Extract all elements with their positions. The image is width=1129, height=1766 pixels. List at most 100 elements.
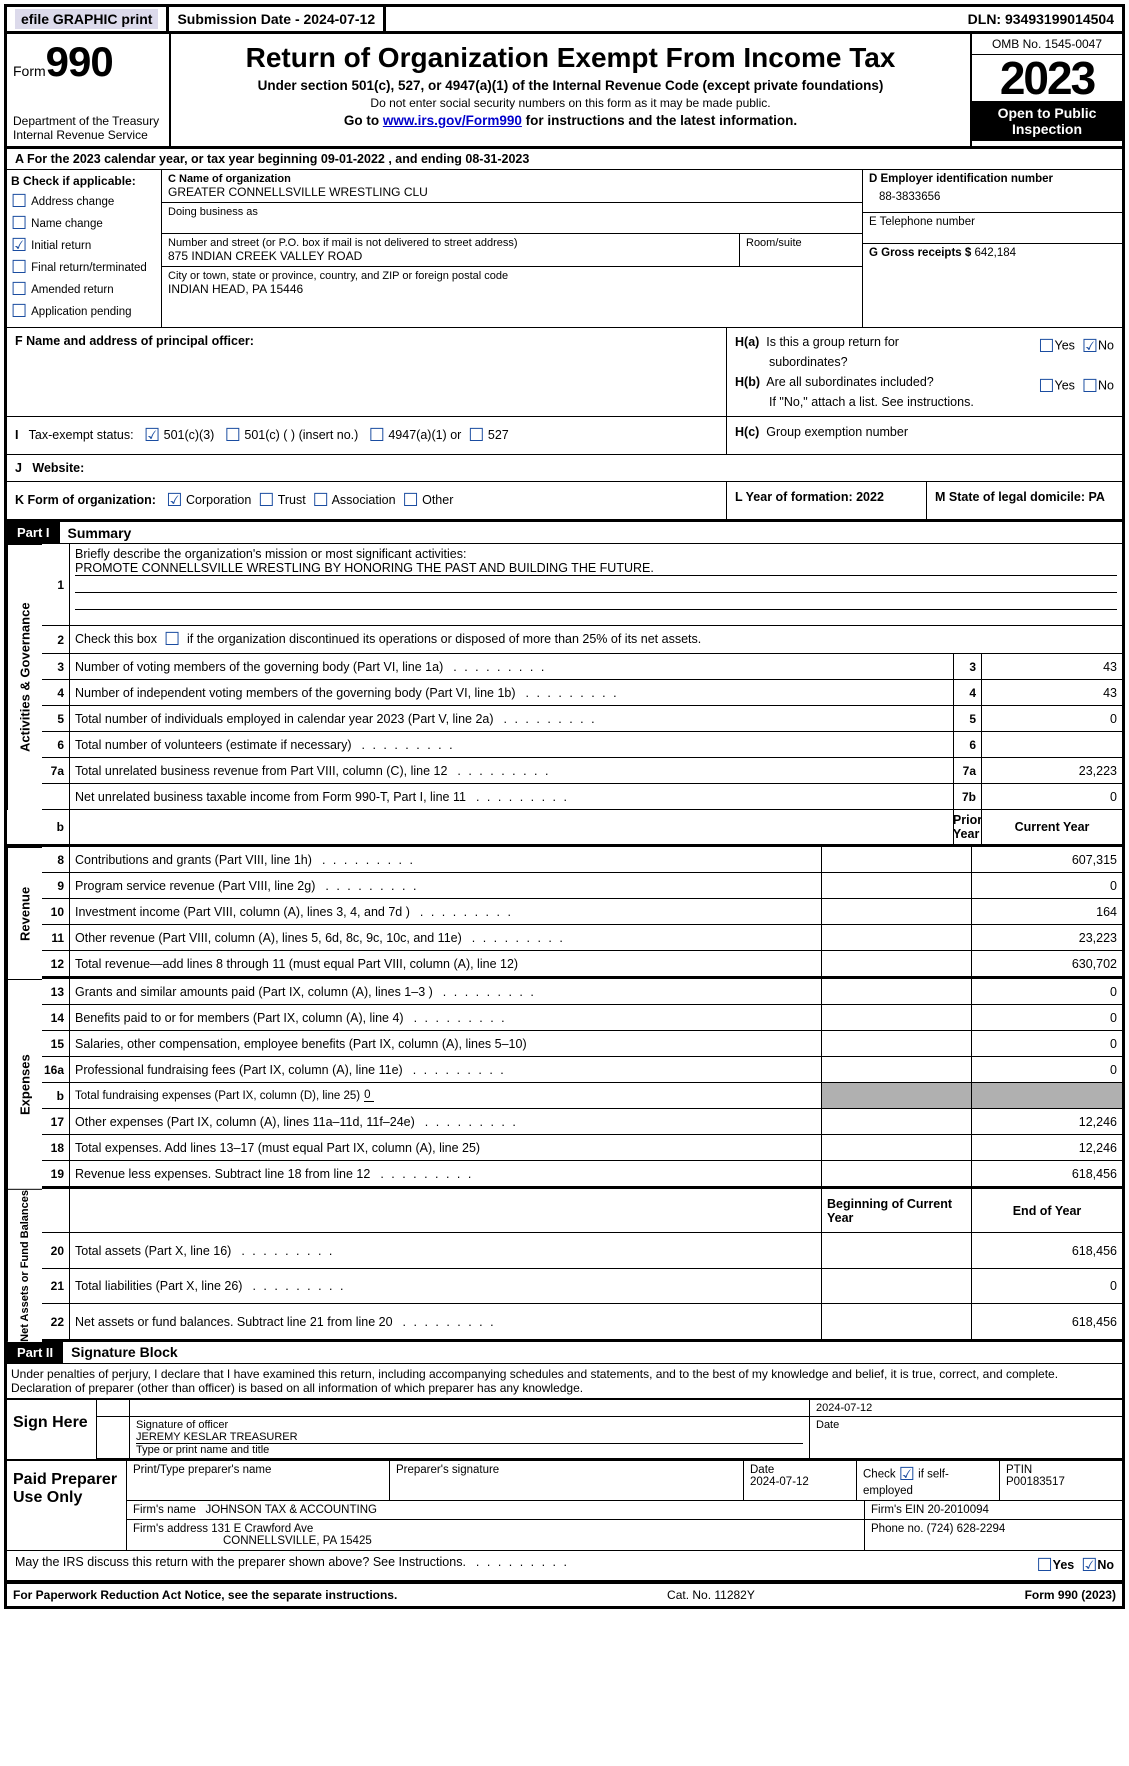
line-5-val: 0 (982, 706, 1122, 732)
c-dba-label: Doing business as (168, 206, 856, 218)
line-4-val: 43 (982, 680, 1122, 706)
line-10-cur: 164 (972, 899, 1122, 925)
line-3-num: 3 (954, 654, 982, 680)
ptin-label: PTIN (1006, 1464, 1032, 1476)
firm-ein-label: Firm's EIN (871, 1504, 928, 1516)
g-gross-label: G Gross receipts $ (869, 247, 971, 259)
part1-header: Part I (7, 522, 60, 543)
line-4-text: Number of independent voting members of … (70, 680, 954, 706)
line-12-cur: 630,702 (972, 951, 1122, 979)
mission-statement: PROMOTE CONNELLSVILLE WRESTLING BY HONOR… (75, 561, 1117, 576)
org-name: GREATER CONNELLSVILLE WRESTLING CLU (168, 185, 856, 199)
line-4-num: 4 (954, 680, 982, 706)
line-3-val: 43 (982, 654, 1122, 680)
tax-year: 2023 (972, 55, 1122, 101)
line-16a-cur: 0 (972, 1057, 1122, 1083)
dln: DLN: 93493199014504 (960, 7, 1122, 31)
type-name-label: Type or print name and title (136, 1444, 803, 1456)
line-13-cur: 0 (972, 979, 1122, 1005)
irs-label: Internal Revenue Service (13, 128, 163, 142)
b-amended: Amended return (31, 284, 113, 296)
line-7b-val: 0 (982, 784, 1122, 810)
irs-form990-link[interactable]: www.irs.gov/Form990 (383, 113, 522, 128)
line-15-text: Salaries, other compensation, employee b… (70, 1031, 822, 1057)
part2-title: Signature Block (63, 1342, 186, 1362)
line-6-text: Total number of volunteers (estimate if … (70, 732, 954, 758)
line-7a-num: 7a (954, 758, 982, 784)
firm-phone: (724) 628-2294 (927, 1523, 1006, 1535)
b-final-return: Final return/terminated (31, 262, 147, 274)
prep-date: 2024-07-12 (750, 1476, 809, 1488)
sig-officer-label: Signature of officer (136, 1419, 803, 1431)
i-501c3: 501(c)(3) (164, 428, 215, 442)
firm-addr2: CONNELLSVILLE, PA 15425 (133, 1535, 372, 1547)
form-header: Form990 Department of the Treasury Inter… (7, 34, 1122, 149)
perjury-declaration: Under penalties of perjury, I declare th… (7, 1364, 1122, 1400)
line-11-cur: 23,223 (972, 925, 1122, 951)
form-title: Return of Organization Exempt From Incom… (175, 42, 966, 74)
line-a-tax-year: A For the 2023 calendar year, or tax yea… (7, 149, 1122, 170)
line-22-cur: 618,456 (972, 1304, 1122, 1341)
firm-addr-label: Firm's address (133, 1523, 211, 1535)
line-18-text: Total expenses. Add lines 13–17 (must eq… (70, 1135, 822, 1161)
firm-phone-label: Phone no. (871, 1523, 927, 1535)
org-street: 875 INDIAN CREEK VALLEY ROAD (168, 249, 733, 263)
hdr-prior-year: Prior Year (954, 810, 982, 847)
line-19-text: Revenue less expenses. Subtract line 18 … (70, 1161, 822, 1189)
line-22-text: Net assets or fund balances. Subtract li… (70, 1304, 822, 1341)
gross-receipts: 642,184 (974, 247, 1016, 259)
line-12-text: Total revenue—add lines 8 through 11 (mu… (70, 951, 822, 979)
line-16b-text: Total fundraising expenses (Part IX, col… (70, 1083, 822, 1109)
footer-form: Form 990 (2023) (1025, 1588, 1116, 1602)
line-20-text: Total assets (Part X, line 16) (70, 1233, 822, 1268)
f-label: F Name and address of principal officer: (15, 334, 254, 348)
line-3-text: Number of voting members of the governin… (70, 654, 954, 680)
hdr-current-year: Current Year (982, 810, 1122, 847)
efile-print-btn[interactable]: efile GRAPHIC print (15, 9, 158, 29)
footer-catno: Cat. No. 11282Y (667, 1588, 755, 1602)
sidelabel-activities: Activities & Governance (7, 544, 42, 810)
line-7b-num: 7b (954, 784, 982, 810)
k-assoc: Association (332, 493, 396, 507)
submission-date: Submission Date - 2024-07-12 (169, 7, 386, 31)
section-h: H(a) Is this a group return for ☐Yes ☑No… (727, 328, 1122, 416)
line-7a-val: 23,223 (982, 758, 1122, 784)
firm-ein: 20-2010094 (928, 1504, 989, 1516)
part2-header: Part II (7, 1342, 63, 1363)
h-c-label: H(c) Group exemption number (727, 417, 1122, 454)
section-d: D Employer identification number 88-3833… (862, 170, 1122, 327)
line-7b-text: Net unrelated business taxable income fr… (70, 784, 954, 810)
line-17-text: Other expenses (Part IX, column (A), lin… (70, 1109, 822, 1135)
goto-pre: Go to (344, 113, 383, 128)
b-addr-change: Address change (31, 196, 114, 208)
line-7a-text: Total unrelated business revenue from Pa… (70, 758, 954, 784)
q1-text: Briefly describe the organization's miss… (75, 547, 1117, 561)
prep-name-label: Print/Type preparer's name (127, 1461, 390, 1500)
org-dba (168, 218, 856, 230)
m-state-domicile: M State of legal domicile: PA (935, 490, 1105, 504)
open-inspection: Open to Public Inspection (972, 101, 1122, 141)
line-11-text: Other revenue (Part VIII, column (A), li… (70, 925, 822, 951)
sidelabel-expenses: Expenses (7, 979, 42, 1189)
line-17-cur: 12,246 (972, 1109, 1122, 1135)
line-10-text: Investment income (Part VIII, column (A)… (70, 899, 822, 925)
b-label: B Check if applicable: (11, 174, 157, 188)
k-label: K Form of organization: (15, 493, 156, 507)
k-trust: Trust (278, 493, 306, 507)
line-14-cur: 0 (972, 1005, 1122, 1031)
form-label: Form (13, 63, 46, 79)
firm-name-label: Firm's name (133, 1504, 199, 1516)
line-6-num: 6 (954, 732, 982, 758)
prep-date-label: Date (750, 1464, 774, 1476)
firm-addr1: 131 E Crawford Ave (211, 1523, 313, 1535)
c-name-label: C Name of organization (168, 173, 291, 185)
check-self-employed: Check ☑ if self-employed (857, 1461, 1000, 1500)
line-13-text: Grants and similar amounts paid (Part IX… (70, 979, 822, 1005)
discuss-irs-text: May the IRS discuss this return with the… (15, 1555, 1037, 1576)
firm-name: JOHNSON TAX & ACCOUNTING (205, 1504, 376, 1516)
sidelabel-revenue: Revenue (7, 847, 42, 979)
line-14-text: Benefits paid to or for members (Part IX… (70, 1005, 822, 1031)
line-21-text: Total liabilities (Part X, line 26) (70, 1269, 822, 1304)
line-8-cur: 607,315 (972, 847, 1122, 873)
discuss-no: No (1097, 1558, 1114, 1572)
